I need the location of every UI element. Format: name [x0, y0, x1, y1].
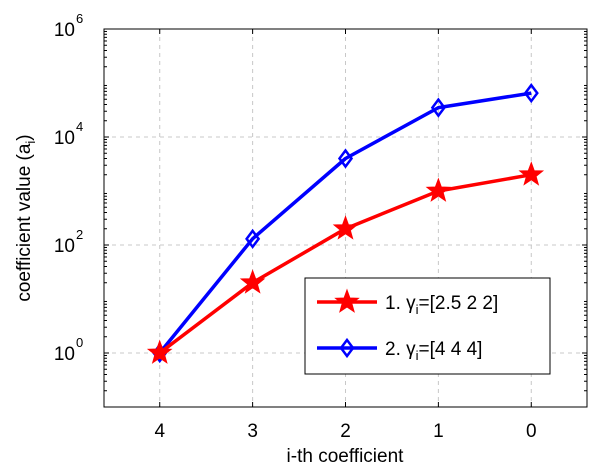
legend-label-subscript: i	[416, 348, 419, 363]
legend-label-symbol: γ	[406, 339, 416, 360]
x-tick-label: 1	[433, 421, 444, 442]
legend-swatch-marker	[334, 288, 360, 313]
legend-label-prefix: 2.	[385, 339, 406, 360]
y-tick-label: 10	[54, 20, 75, 41]
y-tick-exponent: 6	[76, 11, 83, 26]
legend-label: 2. γi=[4 4 4]	[385, 339, 482, 363]
legend-label-rest: =[4 4 4]	[419, 339, 483, 360]
y-axis-label-subscript: i	[23, 141, 38, 144]
legend-label-rest: =[2.5 2 2]	[419, 293, 499, 314]
legend-label-symbol: γ	[406, 293, 416, 314]
legend-swatch-marker	[339, 337, 355, 359]
x-axis-label: i-th coefficient	[287, 446, 405, 467]
series-1-point	[239, 269, 266, 294]
series-1	[146, 161, 545, 364]
series-2-point	[523, 83, 539, 104]
legend: 1. γi=[2.5 2 2]2. γi=[4 4 4]	[304, 277, 551, 375]
legend-entry-1: 1. γi=[2.5 2 2]	[317, 288, 498, 317]
y-tick-exponent: 4	[76, 119, 83, 134]
series-1-point	[332, 215, 359, 240]
legend-label: 1. γi=[2.5 2 2]	[385, 293, 498, 317]
y-axis-label: coefficient value (ai)	[14, 134, 38, 301]
series-2-line	[158, 91, 532, 355]
series-1-point	[425, 177, 452, 202]
y-axis-label-close: )	[14, 134, 35, 140]
series-2-point	[430, 97, 446, 118]
x-tick-label: 4	[154, 421, 165, 442]
y-tick-label: 10	[54, 128, 75, 149]
series-1-point	[518, 161, 545, 186]
y-tick-exponent: 0	[76, 335, 83, 350]
x-tick-label: 0	[526, 421, 537, 442]
series-2-point	[245, 228, 261, 249]
x-tick-label: 2	[340, 421, 351, 442]
series-layer	[146, 83, 545, 364]
y-tick-label: 10	[54, 344, 75, 365]
y-tick-label: 10	[54, 236, 75, 257]
legend-label-prefix: 1.	[385, 293, 406, 314]
legend-label-subscript: i	[416, 302, 419, 317]
x-tick-label: 3	[247, 421, 258, 442]
y-tick-exponent: 2	[76, 227, 83, 242]
series-2-point	[337, 148, 354, 169]
series-2	[152, 83, 539, 364]
y-axis-label-main: coefficient value (a	[14, 143, 35, 302]
series-1-point	[146, 339, 173, 364]
legend-entry-2: 2. γi=[4 4 4]	[317, 337, 482, 363]
